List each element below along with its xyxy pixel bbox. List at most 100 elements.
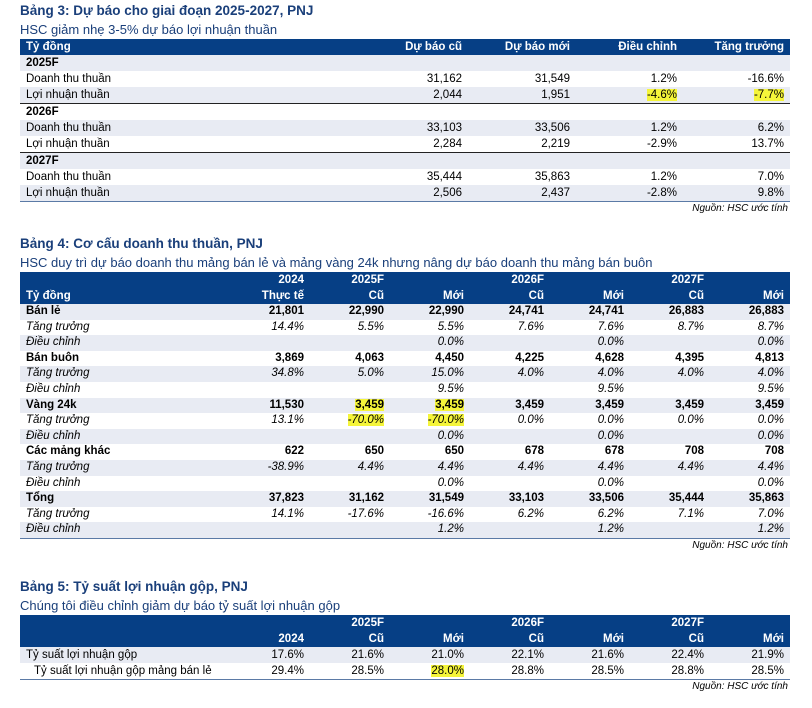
header-new: Mới: [390, 288, 470, 304]
cell: 33,103: [470, 491, 550, 507]
table5-section: Bảng 5: Tỷ suất lợi nhuận gộp, PNJ Chúng…: [20, 579, 790, 693]
header-cell: [390, 615, 470, 631]
table3-source: Nguồn: HSC ước tính: [692, 203, 788, 214]
cell: 4,813: [710, 350, 790, 367]
cell: -38.9%: [230, 459, 310, 476]
cell: 4.4%: [470, 459, 550, 476]
cell: 9.5%: [550, 381, 630, 398]
cell-adj: 1.2%: [576, 120, 683, 136]
cell: 21.0%: [390, 647, 470, 663]
row-label: Bán buôn: [20, 350, 230, 367]
cell: 8.7%: [710, 319, 790, 336]
header-cell: [550, 615, 630, 631]
cell-growth: 6.2%: [683, 120, 790, 136]
row-label: Điều chỉnh: [20, 475, 230, 492]
header-unit: Tỷ đồng: [20, 288, 230, 304]
cell-growth: -7.7%: [683, 87, 790, 104]
cell: 1.2%: [390, 522, 470, 539]
row-label: Vàng 24k: [20, 397, 230, 414]
cell: 4.0%: [710, 366, 790, 382]
cell: 4.4%: [710, 459, 790, 476]
cell: 31,162: [310, 491, 390, 507]
cell: 37,823: [230, 491, 310, 507]
header-cell: [710, 615, 790, 631]
row-label: Tăng trưởng: [20, 366, 230, 382]
cell: [630, 335, 710, 351]
cell: 11,530: [230, 397, 310, 414]
header-year-2026f: 2026F: [470, 615, 550, 631]
cell: 4,395: [630, 350, 710, 367]
cell-new: 1,951: [468, 87, 576, 104]
cell: 7.6%: [470, 319, 550, 336]
cell: 4.0%: [470, 366, 550, 382]
row-label: Các mảng khác: [20, 444, 230, 460]
table-row: Lợi nhuận thuần 2,506 2,437 -2.8% 9.8%: [20, 185, 790, 202]
table3-year: 2026F: [20, 103, 360, 120]
cell: 7.1%: [630, 506, 710, 523]
cell: 3,459: [390, 397, 470, 414]
cell: 22.4%: [630, 647, 710, 663]
table3-group-row: 2026F: [20, 103, 790, 120]
highlighted-value: -4.6%: [646, 89, 677, 101]
cell: 650: [310, 444, 390, 460]
cell: [310, 335, 390, 351]
cell-adj: 1.2%: [576, 169, 683, 185]
cell: [230, 381, 310, 398]
cell: 28.5%: [710, 663, 790, 680]
header-cell: [390, 272, 470, 288]
table3-header-old: Dự báo cũ: [360, 39, 468, 55]
table4-title: Bảng 4: Cơ cấu doanh thu thuần, PNJ: [20, 236, 263, 251]
header-year-2026f: 2026F: [470, 272, 550, 288]
table5: 2025F 2026F 2027F 2024 Cũ Mới Cũ Mới Cũ …: [20, 615, 790, 680]
cell: [230, 335, 310, 351]
row-label: Điều chỉnh: [20, 522, 230, 539]
header-year-2027f: 2027F: [630, 615, 710, 631]
cell: 21.6%: [310, 647, 390, 663]
cell: 5.5%: [310, 319, 390, 336]
row-label: Doanh thu thuần: [20, 169, 360, 185]
row-label: Lợi nhuận thuần: [20, 185, 360, 202]
cell: 5.5%: [390, 319, 470, 336]
row-label: Tăng trưởng: [20, 319, 230, 336]
cell: 0.0%: [550, 475, 630, 492]
cell-old: 33,103: [360, 120, 468, 136]
cell: 0.0%: [550, 335, 630, 351]
cell: 0.0%: [390, 428, 470, 445]
cell-adj: -2.8%: [576, 185, 683, 202]
row-label: Tăng trưởng: [20, 506, 230, 523]
header-new: Mới: [390, 631, 470, 647]
table-row: Tỷ suất lợi nhuận gộp 17.6% 21.6% 21.0% …: [20, 647, 790, 663]
cell: 0.0%: [390, 475, 470, 492]
cell: 650: [390, 444, 470, 460]
table3-subtitle: HSC giảm nhẹ 3-5% dự báo lợi nhuận thuần: [20, 22, 278, 37]
cell: 4.4%: [550, 459, 630, 476]
cell: [310, 381, 390, 398]
table-row: Doanh thu thuần 31,162 31,549 1.2% -16.6…: [20, 71, 790, 87]
cell: 14.4%: [230, 319, 310, 336]
cell: 3,459: [310, 397, 390, 414]
cell: 4.0%: [550, 366, 630, 382]
cell-old: 2,044: [360, 87, 468, 104]
row-label: Tỷ suất lợi nhuận gộp: [20, 647, 230, 663]
cell: [630, 428, 710, 445]
row-label: Điều chỉnh: [20, 335, 230, 351]
cell: 28.5%: [550, 663, 630, 680]
cell: [630, 381, 710, 398]
cell: -16.6%: [390, 506, 470, 523]
header-cell: [20, 631, 230, 647]
table5-subtitle: Chúng tôi điều chỉnh giảm dự báo tỷ suất…: [20, 598, 341, 613]
cell-new: 2,437: [468, 185, 576, 202]
cell-old: 31,162: [360, 71, 468, 87]
row-label: Tăng trưởng: [20, 413, 230, 429]
cell: [310, 522, 390, 539]
table4-subtitle: HSC duy trì dự báo doanh thu mảng bán lẻ…: [20, 255, 653, 270]
cell: 8.7%: [630, 319, 710, 336]
cell: 4.4%: [390, 459, 470, 476]
row-label: Tăng trưởng: [20, 459, 230, 476]
table-row: Bán lẻ 21,801 22,990 22,990 24,741 24,741 26,8…: [20, 304, 790, 320]
cell: 33,506: [550, 491, 630, 507]
cell: 28.8%: [470, 663, 550, 680]
cell: [470, 381, 550, 398]
table5-header-bottom: 2024 Cũ Mới Cũ Mới Cũ Mới: [20, 631, 790, 647]
cell: 9.5%: [710, 381, 790, 398]
